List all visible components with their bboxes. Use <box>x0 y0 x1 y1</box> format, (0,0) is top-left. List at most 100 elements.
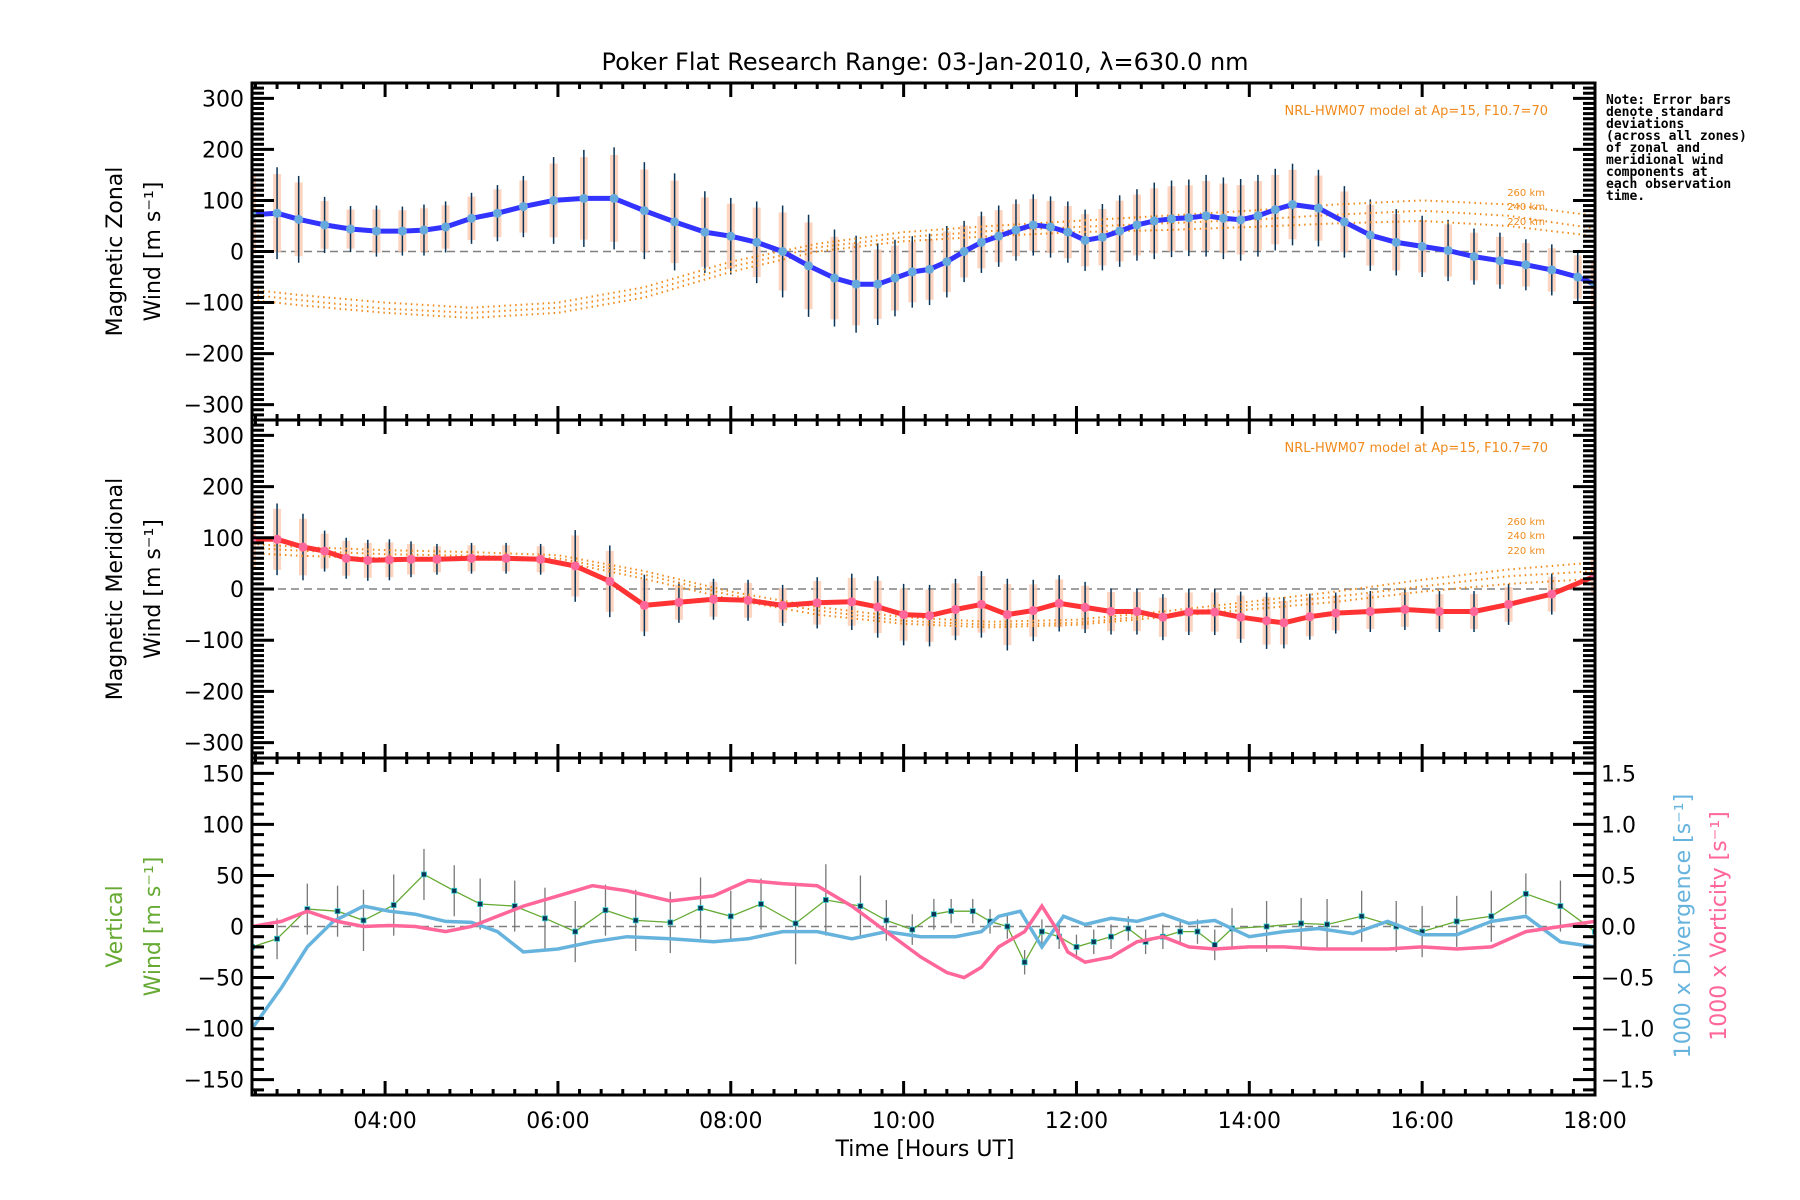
model-line-240km <box>252 209 1595 314</box>
vertical-wind-point <box>421 871 427 878</box>
vertical-wind-point <box>1211 941 1218 948</box>
y-tick-label: 300 <box>202 87 244 112</box>
vertical-wind-point <box>477 901 484 907</box>
plot-area-meridional <box>252 503 1595 651</box>
meridional-wind-point <box>570 561 580 571</box>
y2-tick-label: −0.5 <box>1601 967 1654 992</box>
vertical-axis-title-line1: Vertical <box>103 885 128 967</box>
meridional-wind-point <box>976 599 986 609</box>
vertical-wind-point <box>1194 928 1201 935</box>
error-bar-note: Note: Error bars denote standard deviati… <box>1606 93 1747 204</box>
zonal-wind-point <box>549 195 559 205</box>
zonal-wind-point <box>609 193 619 203</box>
altitude-label: 240 km <box>1507 531 1545 542</box>
zonal-wind-point <box>272 208 282 218</box>
x-tick-label: 10:00 <box>872 1109 935 1134</box>
meridional-wind-point <box>1132 607 1142 617</box>
plot-area-vertical <box>252 848 1595 1030</box>
y2-tick-label: 0.0 <box>1601 916 1636 941</box>
x-tick-label: 12:00 <box>1045 1109 1108 1134</box>
vertical-wind-point <box>697 905 704 912</box>
meridional-wind-point <box>743 595 753 605</box>
vertical-wind-point <box>1004 923 1011 930</box>
meridional-wind-point <box>1236 612 1246 622</box>
meridional-wind-point <box>341 553 351 563</box>
vertical-wind-point <box>1453 918 1460 925</box>
zonal-wind-point <box>1149 216 1159 226</box>
meridional-wind-point <box>899 610 909 620</box>
zonal-wind-point <box>1365 230 1375 240</box>
vertical-wind-point <box>1557 903 1564 909</box>
meridional-wind-point <box>384 555 394 565</box>
zonal-wind-point <box>419 225 429 235</box>
y-tick-label: 100 <box>202 813 244 838</box>
vertical-wind-point <box>451 887 458 894</box>
altitude-label: 240 km <box>1507 202 1545 213</box>
vertical-wind-point <box>542 915 548 922</box>
x-tick-label: 14:00 <box>1218 1109 1281 1134</box>
zonal-wind-point <box>1063 227 1073 237</box>
zonal-wind-point <box>994 231 1004 241</box>
meridional-wind-point <box>1210 607 1220 617</box>
meridional-wind-point <box>1158 612 1168 622</box>
meridional-wind-point <box>1305 612 1315 622</box>
model-line-260km <box>252 199 1595 309</box>
meridional-wind-point <box>925 611 935 621</box>
meridional-wind-point <box>467 553 477 563</box>
vertical-wind-point <box>334 908 341 915</box>
meridional-wind-point <box>639 600 649 610</box>
vertical-wind-line <box>252 873 1595 964</box>
meridional-wind-point <box>1434 607 1444 617</box>
meridional-wind-point <box>272 534 282 544</box>
x-tick-label: 04:00 <box>353 1109 416 1134</box>
y-tick-label: 100 <box>202 189 244 214</box>
vertical-wind-point <box>727 913 734 920</box>
meridional-wind-point <box>1331 608 1341 618</box>
zonal-wind-point <box>873 279 883 289</box>
meridional-wind-point <box>1106 607 1116 617</box>
vorticity-line <box>252 878 1595 980</box>
divergence-line <box>252 904 1595 1030</box>
vertical-wind-point <box>930 911 937 918</box>
zonal-wind-point <box>726 231 736 241</box>
zonal-wind-point <box>1288 200 1298 210</box>
zonal-wind-point <box>294 214 304 224</box>
vertical-wind-point <box>1522 890 1529 897</box>
vertical-wind-point <box>883 917 890 924</box>
altitude-label: 220 km <box>1507 217 1545 228</box>
zonal-wind-point <box>371 226 381 236</box>
zonal-wind-point <box>639 206 649 216</box>
vertical-wind-point <box>909 926 916 933</box>
vertical-wind-point <box>360 917 367 924</box>
panel-meridional: NRL-HWM07 model at Ap=15, F10.7=70 260 km… <box>103 418 1597 760</box>
y2-tick-label: −1.5 <box>1601 1069 1654 1094</box>
vertical-wind-point <box>1298 920 1305 927</box>
y-tick-label: 50 <box>216 864 244 889</box>
vertical-wind-point <box>1038 928 1045 935</box>
zonal-wind-point <box>907 267 917 277</box>
vertical-wind-point <box>969 908 976 915</box>
meridional-wind-point <box>1400 604 1410 614</box>
vertical-wind-point <box>1125 925 1132 932</box>
vertical-wind-point <box>1090 938 1097 945</box>
x-tick-label: 06:00 <box>526 1109 589 1134</box>
x-tick-label: 16:00 <box>1390 1109 1453 1134</box>
zonal-wind-point <box>1236 215 1246 225</box>
zonal-wind-point <box>670 217 680 227</box>
meridional-wind-point <box>536 554 546 564</box>
meridional-wind-point <box>298 542 308 552</box>
vertical-wind-point <box>1488 913 1495 920</box>
y2-tick-label: 1.0 <box>1601 813 1636 838</box>
meridional-wind-point <box>1469 607 1479 617</box>
zonal-wind-point <box>959 247 969 256</box>
meridional-wind-point <box>1262 616 1272 626</box>
meridional-wind-point <box>1504 599 1514 609</box>
y-tick-label: 0 <box>230 578 244 603</box>
y-tick-label: −200 <box>184 343 244 368</box>
zonal-wind-point <box>1313 203 1323 213</box>
y-tick-label: −150 <box>184 1069 244 1094</box>
vertical-wind-point <box>1324 921 1330 928</box>
meridional-wind-point <box>1054 598 1064 608</box>
meridional-wind-point <box>1028 606 1038 616</box>
